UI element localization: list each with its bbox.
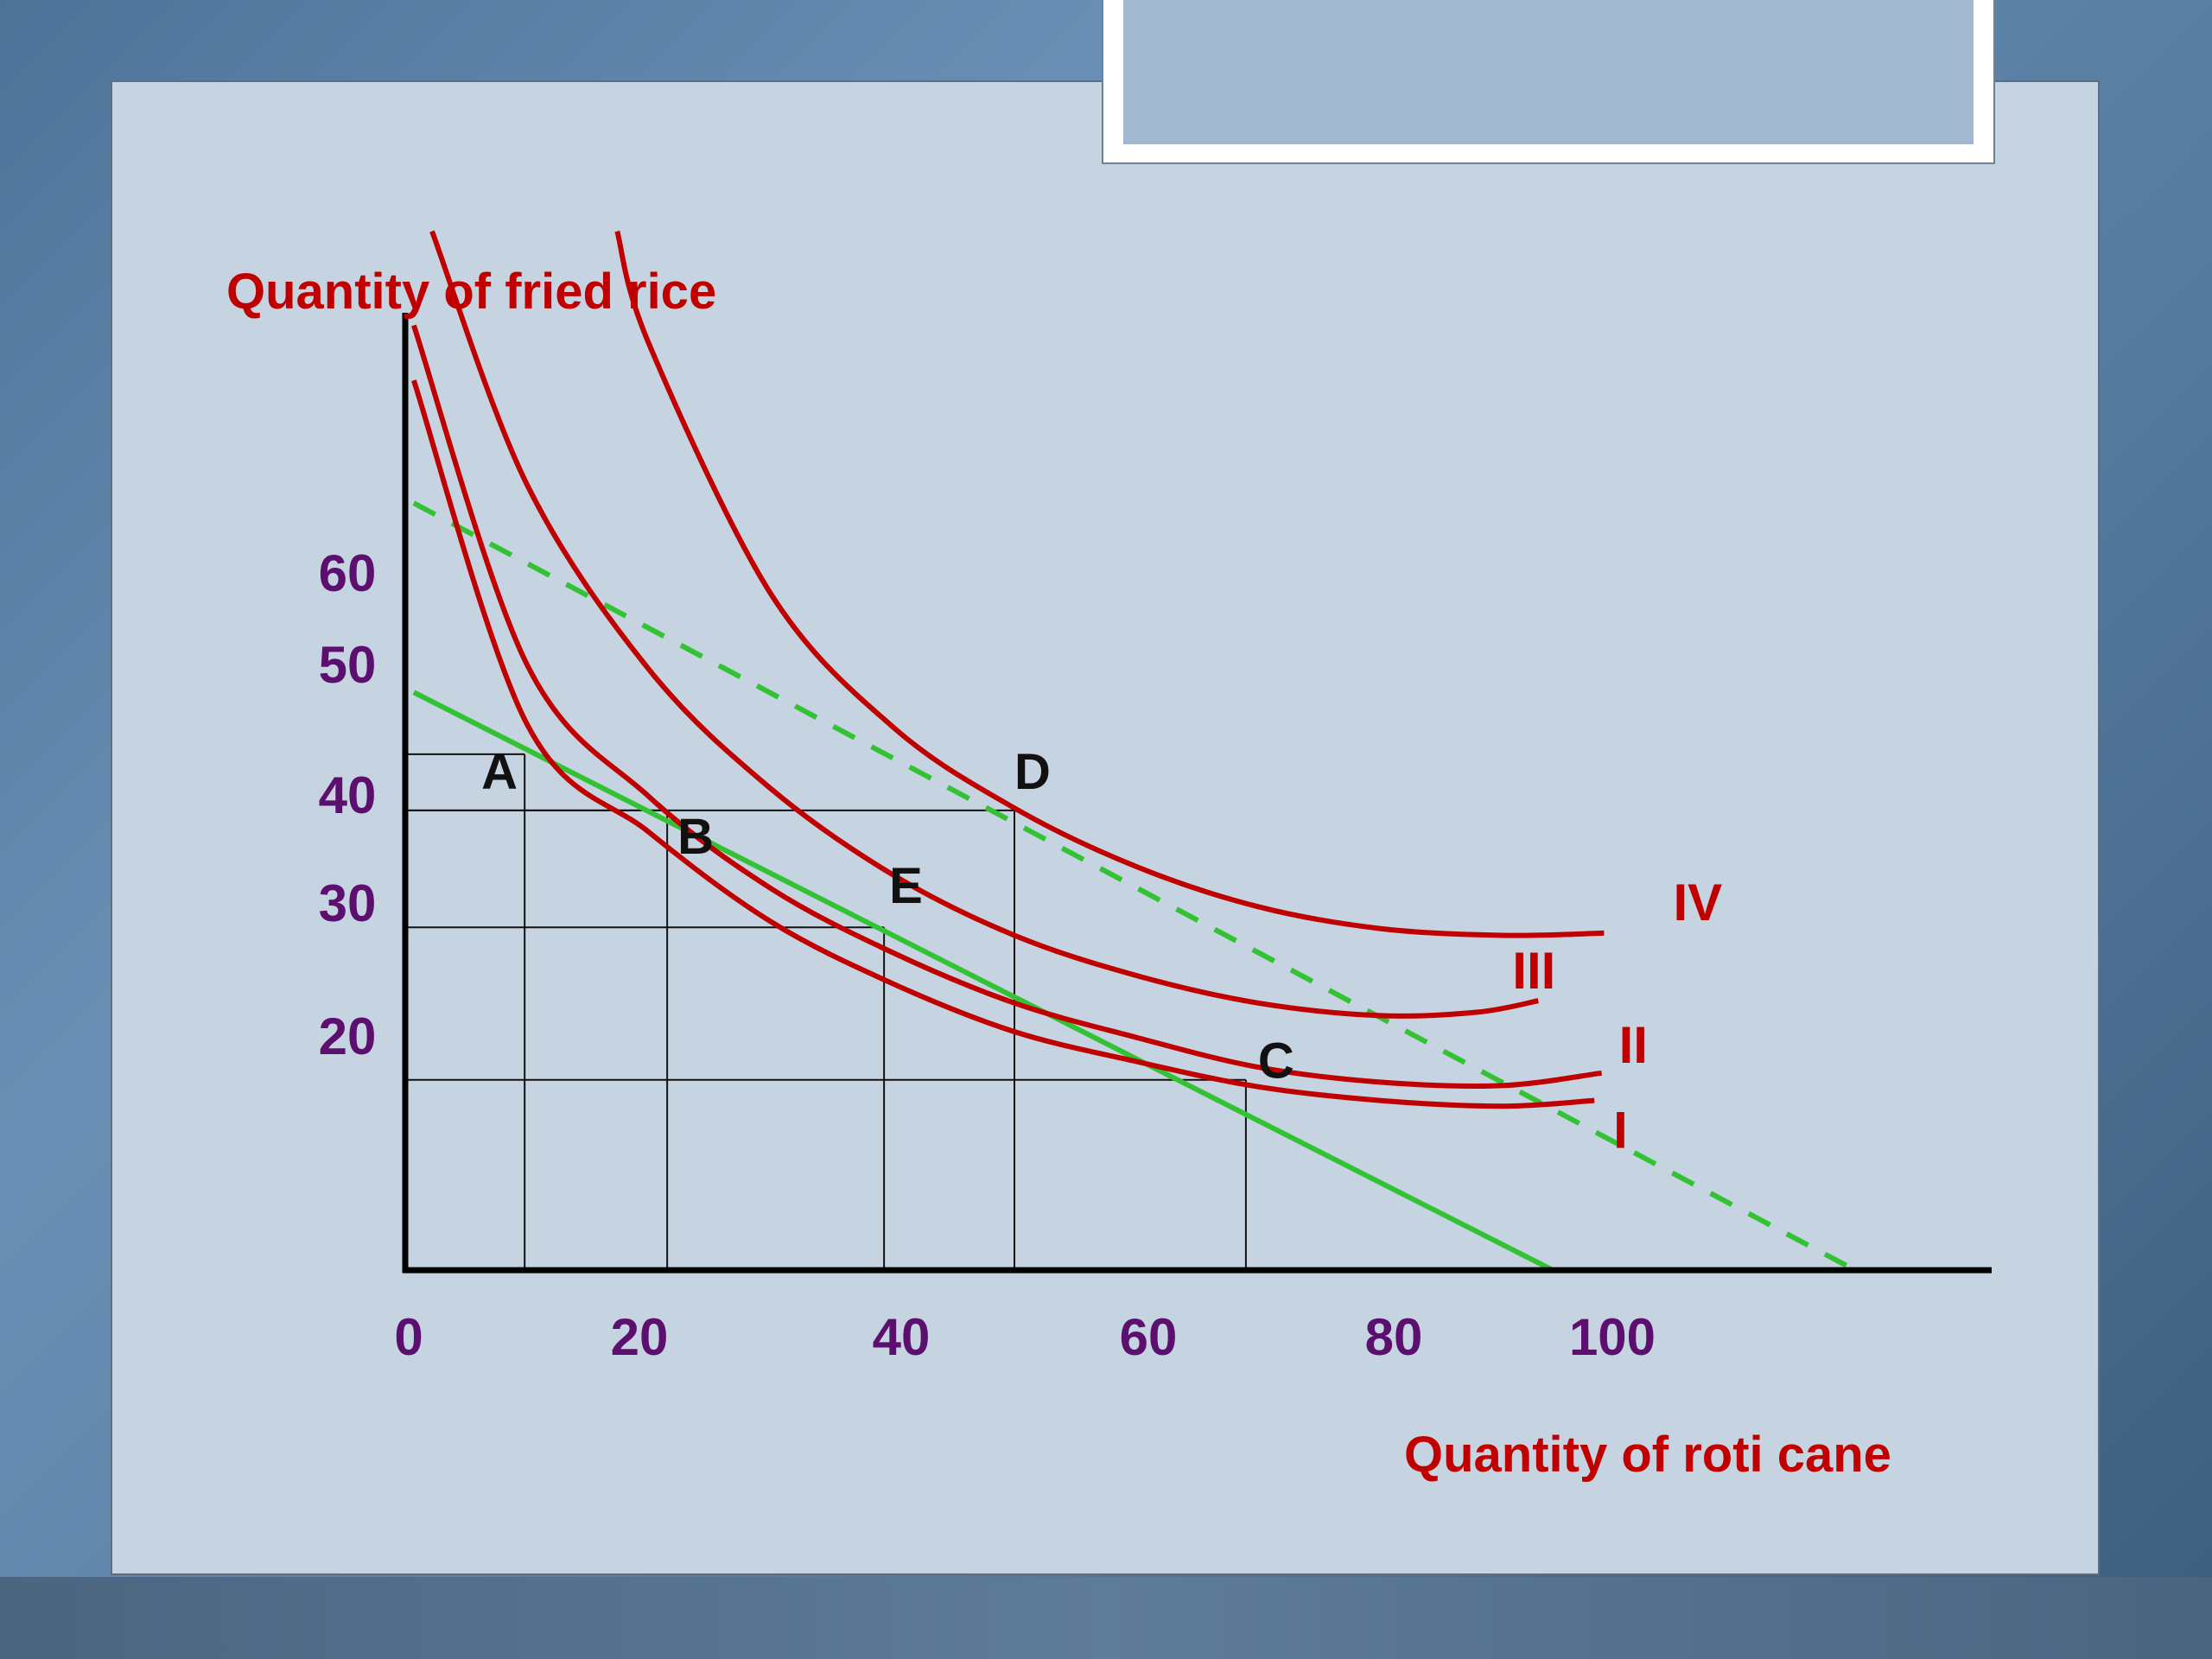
y-axis-title: Quantity of fried rice	[226, 264, 716, 320]
y-tick-label: 60	[319, 544, 377, 602]
indifference-curve-i	[411, 379, 1595, 1109]
y-tick-label: 20	[319, 1007, 377, 1065]
y-tick-label: 40	[319, 766, 377, 824]
indifference-curves	[411, 230, 1605, 1109]
y-tick-label: 30	[319, 874, 377, 932]
indifference-curve-iv	[614, 230, 1605, 938]
curve-label-i: I	[1613, 1102, 1628, 1160]
curve-label-iv: IV	[1673, 874, 1722, 931]
x-tick-label: 60	[1120, 1308, 1178, 1366]
x-tick-label: 40	[873, 1308, 931, 1366]
indifference-curve-ii	[411, 324, 1602, 1089]
x-tick-label: 0	[394, 1308, 423, 1366]
point-labels: A B C D E	[481, 744, 1294, 1090]
curve-label-iii: III	[1512, 942, 1555, 1000]
x-tick-label: 100	[1569, 1308, 1656, 1366]
guide-lines	[405, 753, 1247, 1270]
y-tick-label: 50	[319, 636, 377, 694]
point-label-c: C	[1258, 1033, 1294, 1090]
budget-lines	[412, 500, 1857, 1273]
slide-panel	[111, 80, 2100, 1575]
point-label-d: D	[1014, 744, 1051, 800]
title-placeholder	[1123, 0, 1974, 144]
point-label-a: A	[481, 744, 518, 800]
curve-label-ii: II	[1619, 1016, 1648, 1074]
background-band	[0, 1577, 2212, 1659]
x-axis-title: Quantity of roti cane	[1404, 1427, 1891, 1483]
budget-line-dashed	[412, 500, 1857, 1273]
budget-line-solid	[412, 690, 1554, 1273]
indifference-curve-iii	[429, 230, 1539, 1019]
tick-labels: 0 20 40 60 80 100 20 30 40 50 60	[319, 544, 1656, 1366]
point-label-e: E	[889, 858, 923, 914]
x-tick-label: 20	[611, 1308, 669, 1366]
point-label-b: B	[677, 809, 714, 865]
axes	[402, 313, 1992, 1274]
x-tick-label: 80	[1365, 1308, 1423, 1366]
